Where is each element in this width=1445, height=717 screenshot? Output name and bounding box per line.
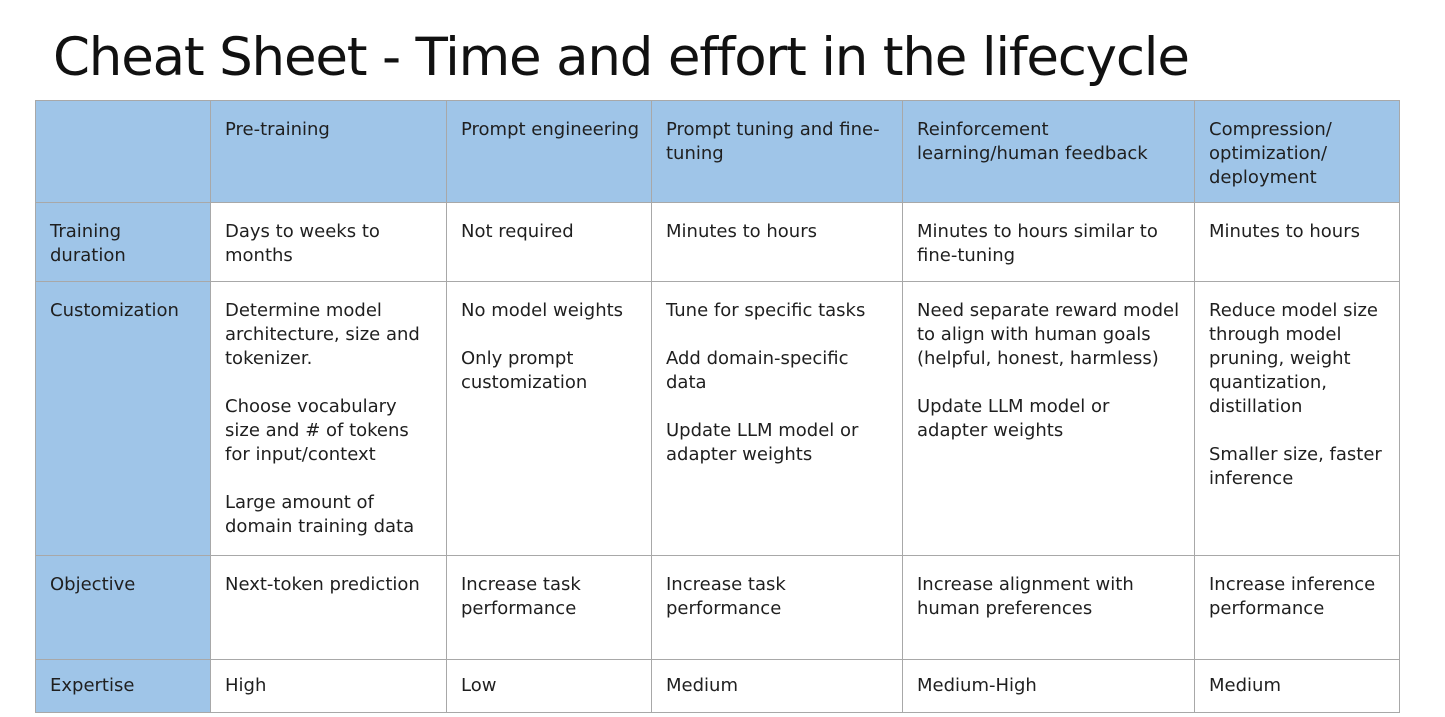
cell-text: Choose vocabulary size and # of tokens f… — [225, 396, 409, 465]
cell-text: Minutes to hours similar to fine-tuning — [917, 221, 1158, 266]
table-cell: Minutes to hours similar to fine-tuning — [902, 202, 1195, 282]
table-cell: Not required — [446, 202, 652, 282]
table-cell: Tune for specific tasks Add domain-speci… — [651, 281, 903, 556]
table-cell: Reduce model size through model pruning,… — [1194, 281, 1400, 556]
cell-text: High — [225, 675, 267, 696]
table-cell: Increase task performance — [446, 555, 652, 660]
table-cell: Medium — [651, 659, 903, 713]
table-cell: Next-token prediction — [210, 555, 447, 660]
page-title: Cheat Sheet - Time and effort in the lif… — [53, 27, 1190, 88]
table-cell: Minutes to hours — [651, 202, 903, 282]
cell-text: Days to weeks to months — [225, 221, 380, 266]
column-header-prompt-engineering: Prompt engineering — [446, 100, 652, 203]
cell-text: Need separate reward model to align with… — [917, 300, 1180, 369]
cell-text: Determine model architecture, size and t… — [225, 300, 420, 369]
cell-text: Increase task performance — [666, 574, 786, 619]
table-cell: Medium — [1194, 659, 1400, 713]
cell-text: Increase alignment with human preference… — [917, 574, 1134, 619]
table-cell: Increase alignment with human preference… — [902, 555, 1195, 660]
table-cell: Determine model architecture, size and t… — [210, 281, 447, 556]
cell-text: Update LLM model or adapter weights — [917, 396, 1110, 441]
row-label-objective: Objective — [35, 555, 211, 660]
column-header-rlhf: Reinforcement learning/human feedback — [902, 100, 1195, 203]
cell-text: Next-token prediction — [225, 574, 420, 595]
table-row: Customization Determine model architectu… — [35, 281, 1400, 556]
cell-text: Medium-High — [917, 675, 1037, 696]
table-cell: Increase task performance — [651, 555, 903, 660]
column-header-compression: Compression/ optimization/ deployment — [1194, 100, 1400, 203]
table-cell: Low — [446, 659, 652, 713]
cell-text: Update LLM model or adapter weights — [666, 420, 859, 465]
table-header-row: Pre-training Prompt engineering Prompt t… — [35, 100, 1400, 203]
row-label-customization: Customization — [35, 281, 211, 556]
table-cell: Increase inference performance — [1194, 555, 1400, 660]
table-cell: Need separate reward model to align with… — [902, 281, 1195, 556]
table-row: Training duration Days to weeks to month… — [35, 202, 1400, 282]
cell-text: Large amount of domain training data — [225, 492, 415, 537]
cell-text: Minutes to hours — [666, 221, 817, 242]
cell-text: Tune for specific tasks — [666, 300, 866, 321]
cell-text: Not required — [461, 221, 574, 242]
cell-text: Only prompt customization — [461, 348, 588, 393]
cell-text: Minutes to hours — [1209, 221, 1360, 242]
table-cell: No model weights Only prompt customizati… — [446, 281, 652, 556]
table-cell: Days to weeks to months — [210, 202, 447, 282]
cell-text: Medium — [666, 675, 738, 696]
row-label-expertise: Expertise — [35, 659, 211, 713]
table-row: Objective Next-token prediction Increase… — [35, 555, 1400, 660]
cell-text: No model weights — [461, 300, 624, 321]
table-corner-cell — [35, 100, 211, 203]
column-header-prompt-tuning: Prompt tuning and fine-tuning — [651, 100, 903, 203]
table-cell: High — [210, 659, 447, 713]
table-cell: Medium-High — [902, 659, 1195, 713]
cheat-sheet-table: Pre-training Prompt engineering Prompt t… — [35, 100, 1400, 713]
cell-text: Increase inference performance — [1209, 574, 1376, 619]
table-row: Expertise High Low Medium Medium-High Me… — [35, 659, 1400, 713]
table-cell: Minutes to hours — [1194, 202, 1400, 282]
cell-text: Smaller size, faster inference — [1209, 444, 1382, 489]
cell-text: Increase task performance — [461, 574, 581, 619]
cell-text: Reduce model size through model pruning,… — [1209, 300, 1378, 417]
cell-text: Low — [461, 675, 497, 696]
cell-text: Medium — [1209, 675, 1281, 696]
row-label-training-duration: Training duration — [35, 202, 211, 282]
column-header-pre-training: Pre-training — [210, 100, 447, 203]
cell-text: Add domain-specific data — [666, 348, 849, 393]
